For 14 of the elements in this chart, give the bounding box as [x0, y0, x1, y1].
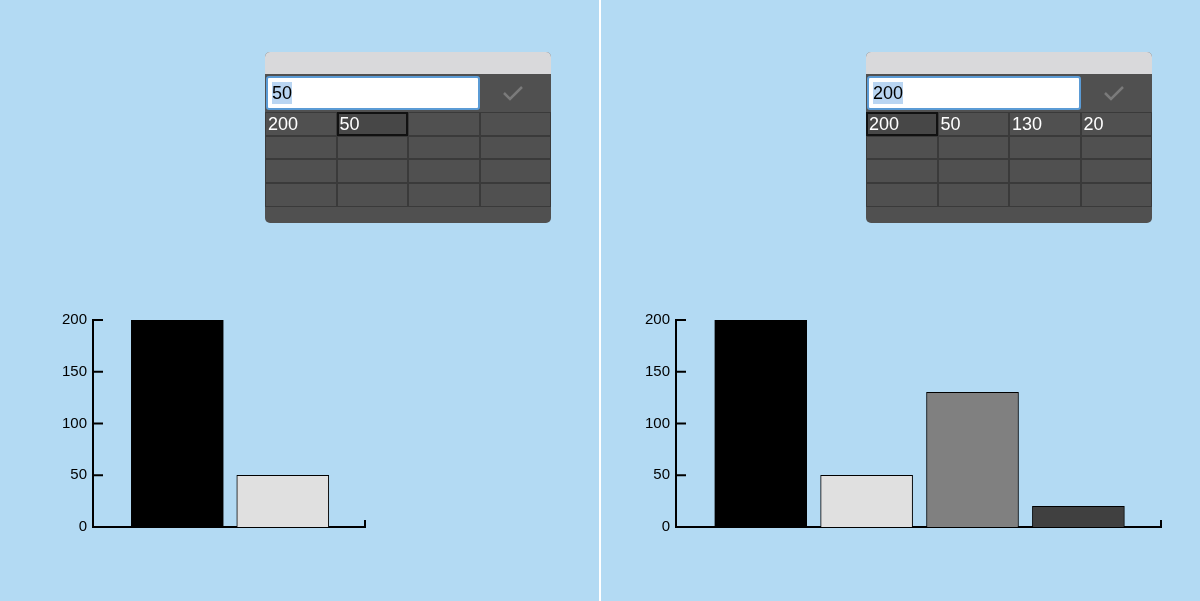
y-tick-label: 150 [644, 361, 670, 379]
y-tick-label: 50 [653, 465, 670, 483]
data-entry-window: 50 200 50 [265, 52, 551, 223]
y-tick-label: 0 [78, 517, 87, 535]
data-entry-window: 200 200 50 130 20 [866, 52, 1152, 223]
text-field: 50 [266, 76, 480, 110]
y-tick-label: 50 [70, 465, 87, 483]
y-tick-label: 200 [644, 310, 670, 328]
y-tick-label: 100 [644, 413, 670, 431]
text-field: 200 [867, 76, 1081, 110]
y-tick-label: 200 [61, 310, 87, 328]
y-tick-label: 0 [661, 517, 670, 535]
y-tick-label: 150 [61, 361, 87, 379]
y-tick-label: 100 [61, 413, 87, 431]
